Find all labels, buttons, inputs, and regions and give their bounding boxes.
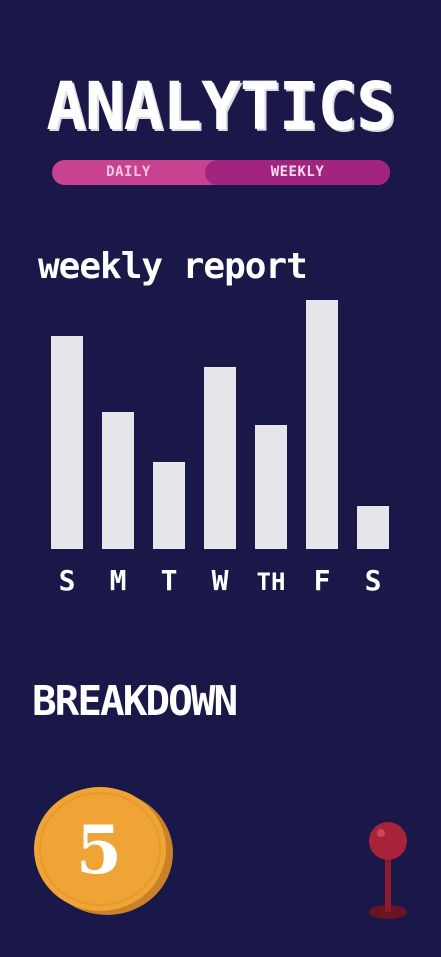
breakdown-heading: BREAKDOWN xyxy=(32,677,238,725)
weekly-bar-chart: S M T W TH F S xyxy=(51,300,389,597)
day-label: W xyxy=(212,564,229,597)
tab-daily[interactable]: DAILY xyxy=(106,164,151,180)
coin-value: 5 xyxy=(76,811,122,889)
day-label: S xyxy=(365,564,382,597)
tab-weekly[interactable]: WEEKLY xyxy=(205,160,390,185)
bar-5 xyxy=(306,300,338,549)
joystick-icon[interactable] xyxy=(366,820,410,922)
bar-2 xyxy=(153,462,185,549)
day-label: TH xyxy=(257,568,286,596)
bar-4 xyxy=(255,425,287,549)
coin-icon xyxy=(34,787,173,915)
day-label: M xyxy=(110,564,127,597)
bar-0 xyxy=(51,336,83,549)
day-label: T xyxy=(161,564,178,597)
day-label: S xyxy=(59,564,76,597)
period-toggle[interactable]: DAILY WEEKLY xyxy=(52,160,390,185)
bar-3 xyxy=(204,367,236,549)
report-title: weekly report xyxy=(38,246,308,287)
day-label: F xyxy=(314,564,331,597)
page-title: ANALYTICS xyxy=(46,68,396,145)
bar-6 xyxy=(357,506,389,549)
bar-1 xyxy=(102,412,134,549)
